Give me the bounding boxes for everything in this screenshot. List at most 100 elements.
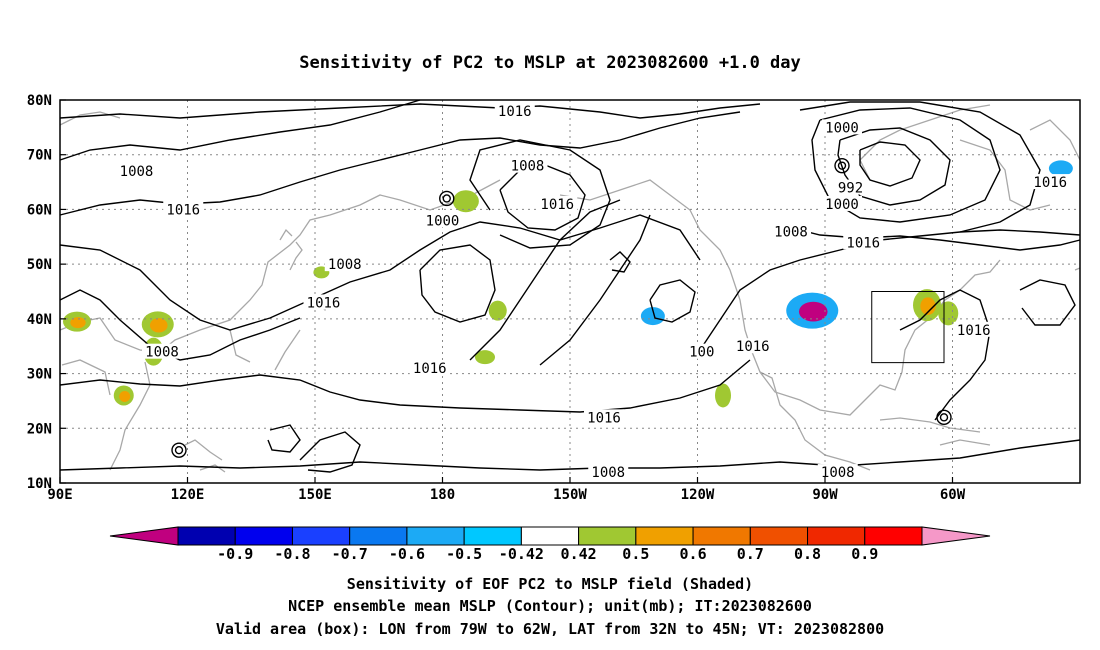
lon-tick-label: 180 (430, 487, 455, 503)
colorbar: -0.9 -0.8 -0.7 -0.6 -0.5 -0.42 0.42 0.5 0.6 0.7 0.… (109, 526, 991, 563)
lat-tick-label: 60N (27, 202, 52, 218)
colorbar-bin (177, 526, 236, 546)
low-pressure-center (171, 442, 187, 458)
lon-tick-label: 90W (812, 487, 838, 503)
axis-tick-labels: 90E 120E 150E 180 150W 120W 90W 60W 80N 70N 60N 50N… (27, 93, 966, 503)
mslp-isobar (859, 141, 921, 187)
low-pressure-center-inner (837, 161, 847, 170)
caption-line-1: Sensitivity of EOF PC2 to MSLP field (Sh… (347, 575, 753, 593)
svg-text:1016: 1016 (498, 104, 532, 120)
mslp-isobar (59, 439, 1081, 471)
svg-text:1016: 1016 (957, 323, 991, 339)
colorbar-bin (692, 526, 751, 546)
contour-label: 1016 (1030, 174, 1071, 191)
sensitivity-patch (913, 289, 941, 322)
low-pressure-center-inner (939, 413, 949, 422)
contour-label: 1016 (163, 201, 204, 218)
svg-text:100: 100 (689, 345, 714, 361)
sensitivity-patch (452, 190, 479, 213)
sensitivity-patch (488, 300, 507, 321)
mslp-isobar (539, 214, 651, 366)
svg-text:1008: 1008 (120, 164, 154, 180)
colorbar-bin (463, 526, 522, 546)
sensitivity-patch (640, 307, 665, 326)
contour-label: 1016 (584, 409, 624, 426)
sensitivity-patch (715, 383, 731, 408)
contour-label: 1000 (422, 212, 463, 229)
sensitivity-patch (113, 385, 134, 406)
lon-tick-label: 150W (553, 487, 587, 503)
colorbar-bin (349, 526, 408, 546)
lat-lon-grid (60, 100, 1080, 483)
lon-tick-label: 150E (298, 487, 332, 503)
sensitivity-patch (1048, 160, 1073, 177)
mslp-isobar (267, 424, 301, 453)
svg-text:1016: 1016 (307, 295, 341, 311)
mslp-isobar (649, 279, 696, 323)
colorbar-bin (749, 526, 809, 546)
mslp-isobar (811, 107, 1001, 223)
mslp-isobar (837, 127, 951, 206)
contour-label: 1008 (588, 464, 629, 481)
contour-label: 1016 (537, 195, 578, 213)
lat-tick-label: 10N (27, 476, 52, 492)
valid-area-box (871, 291, 945, 364)
lat-tick-label: 70N (27, 148, 52, 164)
mslp-isobar (469, 139, 611, 249)
colorbar-tick-label: 0.5 (622, 545, 649, 563)
colorbar-tick-label: 0.6 (680, 545, 707, 563)
colorbar-bin (520, 526, 580, 546)
sensitivity-patch (141, 311, 174, 338)
colorbar-low-extension (109, 526, 179, 546)
svg-text:1016: 1016 (413, 361, 447, 377)
contour-label: 1016 (732, 338, 773, 355)
contour-label: 1008 (507, 157, 548, 175)
lat-tick-label: 40N (27, 312, 52, 328)
contour-label: 1016 (409, 360, 450, 377)
svg-text:1008: 1008 (774, 224, 808, 240)
contour-label: 1008 (116, 163, 157, 180)
contour-label: 100 (686, 343, 718, 361)
svg-text:1008: 1008 (145, 345, 179, 361)
colorbar-bin (864, 526, 923, 546)
mslp-isobar (799, 101, 1041, 233)
contour-label: 992 (835, 179, 866, 197)
map-panel: 1016 1008 1016 1008 1000 1016 1008 1016 1008 1016… (59, 99, 1081, 484)
mslp-isobar (59, 359, 751, 413)
sensitivity-patch (475, 350, 495, 365)
mslp-isobar (59, 214, 701, 331)
lon-tick-label: 90E (47, 487, 72, 503)
low-pressure-center-inner (174, 445, 184, 455)
colorbar-tick-label: -0.8 (274, 545, 310, 563)
colorbar-tick-label: 0.8 (794, 545, 821, 563)
sensitivity-patch (63, 311, 91, 332)
svg-text:992: 992 (838, 181, 863, 197)
colorbar-tick-label: -0.42 (499, 545, 544, 563)
colorbar-bin (291, 526, 351, 546)
svg-text:1016: 1016 (166, 202, 200, 218)
lat-tick-label: 30N (27, 367, 52, 383)
mslp-isobar (899, 289, 991, 421)
mslp-isobar (299, 431, 361, 473)
contour-label: 1008 (142, 343, 182, 361)
contour-label: 1016 (494, 102, 535, 120)
svg-text:1000: 1000 (825, 120, 859, 136)
mslp-isobar (779, 224, 1081, 251)
mslp-isobar (609, 251, 631, 273)
svg-text:1008: 1008 (511, 159, 545, 175)
colorbar-high-extension (921, 526, 991, 546)
contour-label: 1008 (324, 256, 365, 273)
svg-text:1016: 1016 (1033, 175, 1067, 191)
colorbar-bin (578, 526, 637, 546)
colorbar-bin (635, 526, 694, 546)
colorbar-tick-label: -0.5 (446, 545, 482, 563)
colorbar-tick-label: -0.6 (389, 545, 425, 563)
lon-tick-label: 120E (171, 487, 205, 503)
colorbar-tick-label: 0.7 (737, 545, 764, 563)
lon-tick-label: 120W (681, 487, 715, 503)
contour-label: 1016 (303, 294, 344, 311)
colorbar-tick-label: 0.42 (561, 545, 597, 563)
svg-text:1008: 1008 (821, 465, 855, 481)
svg-text:1016: 1016 (540, 197, 574, 213)
